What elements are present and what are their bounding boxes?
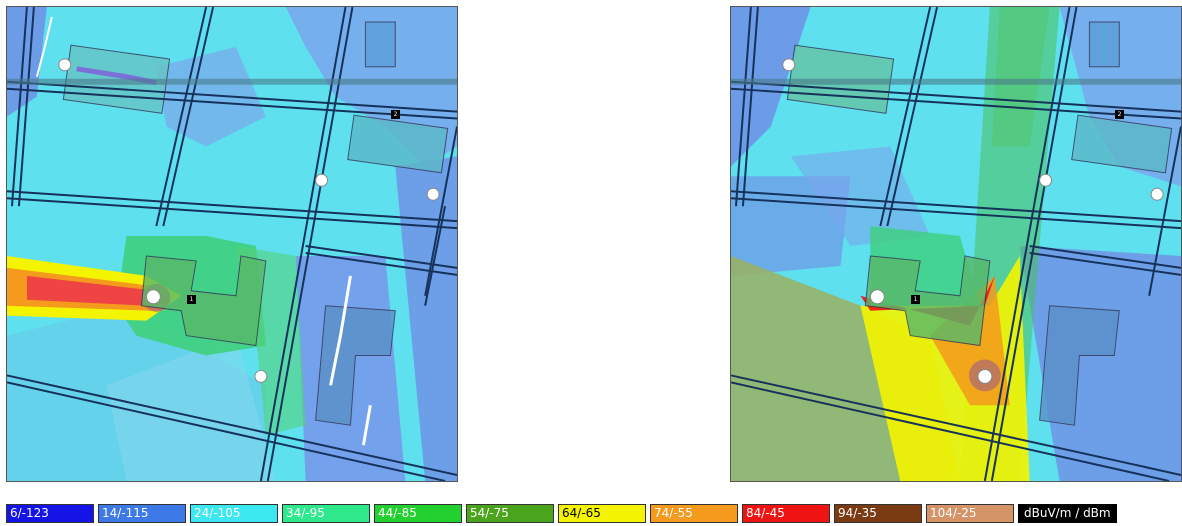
legend-swatch: 54/-75 — [466, 504, 554, 523]
coverage-map-left: 1 2 — [6, 6, 458, 482]
legend-swatch: 6/-123 — [6, 504, 94, 523]
coverage-map-right: 1 2 — [730, 6, 1182, 482]
site-marker-2: 2 — [391, 110, 400, 119]
legend-swatch: 14/-115 — [98, 504, 186, 523]
site-marker-2: 2 — [1115, 110, 1124, 119]
legend-swatch: 104/-25 — [926, 504, 1014, 523]
legend-swatch: 74/-55 — [650, 504, 738, 523]
legend-swatch: 64/-65 — [558, 504, 646, 523]
site-marker-1: 1 — [187, 295, 196, 304]
signal-legend: 6/-123 14/-115 24/-105 34/-95 44/-85 54/… — [6, 504, 1182, 523]
legend-swatch: 84/-45 — [742, 504, 830, 523]
legend-swatch: 94/-35 — [834, 504, 922, 523]
legend-swatch: 24/-105 — [190, 504, 278, 523]
legend-unit-label: dBuV/m / dBm — [1018, 504, 1117, 523]
site-marker-1: 1 — [911, 295, 920, 304]
legend-swatch: 34/-95 — [282, 504, 370, 523]
legend-swatch: 44/-85 — [374, 504, 462, 523]
